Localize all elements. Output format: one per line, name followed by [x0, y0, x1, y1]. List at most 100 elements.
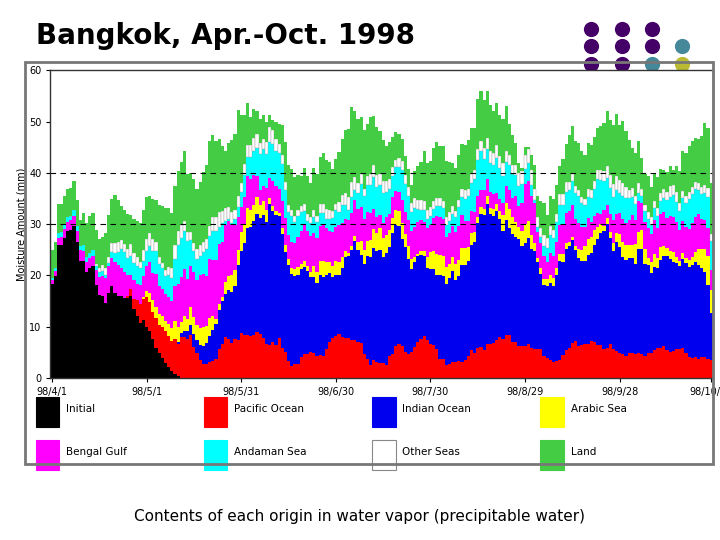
Bar: [217, 309, 221, 349]
Bar: [697, 265, 700, 359]
Bar: [343, 251, 347, 257]
Bar: [467, 188, 470, 197]
Bar: [145, 291, 148, 298]
Bar: [126, 258, 130, 275]
Bar: [480, 347, 482, 378]
Bar: [552, 256, 555, 278]
Bar: [580, 151, 583, 197]
Bar: [196, 353, 199, 378]
Bar: [603, 171, 606, 181]
Bar: [221, 301, 224, 343]
Bar: [290, 210, 293, 216]
Bar: [690, 358, 694, 378]
Bar: [180, 321, 183, 334]
Bar: [397, 167, 400, 192]
Bar: [539, 274, 542, 349]
Bar: [501, 202, 505, 215]
Bar: [441, 275, 445, 359]
Text: Contents of each origin in water vapor (precipitable water): Contents of each origin in water vapor (…: [135, 509, 585, 524]
Bar: [514, 176, 517, 197]
Bar: [438, 206, 441, 217]
Bar: [359, 343, 363, 378]
Bar: [511, 217, 514, 234]
Bar: [252, 151, 256, 176]
Point: [647, 60, 658, 69]
Bar: [85, 257, 89, 261]
Bar: [511, 165, 514, 173]
Bar: [653, 220, 656, 254]
Bar: [375, 233, 379, 251]
Bar: [158, 264, 161, 286]
Bar: [202, 274, 205, 327]
Bar: [174, 321, 176, 339]
Bar: [495, 212, 498, 340]
Bar: [306, 221, 309, 232]
Point: [616, 24, 627, 33]
Bar: [217, 212, 221, 227]
Bar: [445, 284, 448, 365]
Bar: [117, 200, 120, 242]
Bar: [224, 338, 227, 378]
Bar: [78, 246, 82, 251]
Bar: [158, 286, 161, 314]
Bar: [656, 177, 660, 208]
Bar: [451, 206, 454, 214]
Bar: [224, 225, 227, 282]
Bar: [240, 232, 243, 251]
Bar: [98, 239, 101, 268]
Bar: [539, 237, 542, 244]
Bar: [281, 234, 284, 348]
Bar: [511, 198, 514, 217]
Bar: [258, 218, 262, 334]
Bar: [174, 259, 176, 286]
Bar: [233, 219, 236, 225]
Bar: [302, 267, 306, 354]
Bar: [511, 342, 514, 378]
Bar: [135, 221, 139, 257]
Point: [647, 24, 658, 33]
Bar: [435, 275, 438, 349]
Bar: [533, 244, 536, 251]
Bar: [180, 161, 183, 225]
Bar: [176, 327, 180, 342]
Bar: [176, 171, 180, 231]
Bar: [217, 139, 221, 212]
Bar: [145, 197, 148, 239]
Bar: [243, 243, 246, 335]
Bar: [420, 162, 423, 200]
Bar: [498, 219, 501, 337]
FancyBboxPatch shape: [35, 397, 59, 427]
Bar: [262, 186, 265, 201]
Bar: [681, 198, 685, 221]
Bar: [482, 190, 486, 210]
Bar: [211, 260, 215, 316]
Bar: [268, 345, 271, 378]
Bar: [501, 339, 505, 378]
Bar: [675, 349, 678, 378]
Bar: [694, 217, 697, 252]
Bar: [546, 215, 549, 238]
Bar: [130, 296, 132, 378]
Bar: [148, 233, 151, 246]
Bar: [312, 277, 315, 353]
Bar: [615, 214, 618, 233]
Bar: [476, 159, 480, 197]
Bar: [164, 270, 167, 276]
Bar: [249, 145, 252, 157]
Bar: [397, 192, 400, 211]
Bar: [596, 239, 599, 345]
Bar: [341, 139, 343, 195]
Bar: [527, 221, 530, 238]
Bar: [546, 262, 549, 279]
Bar: [277, 153, 281, 189]
Bar: [662, 212, 665, 246]
Bar: [249, 336, 252, 378]
Bar: [685, 197, 688, 202]
Bar: [634, 204, 637, 220]
Bar: [706, 256, 710, 286]
Bar: [429, 215, 432, 225]
Bar: [700, 249, 703, 268]
Bar: [246, 228, 249, 335]
Bar: [224, 151, 227, 208]
Bar: [293, 243, 297, 269]
